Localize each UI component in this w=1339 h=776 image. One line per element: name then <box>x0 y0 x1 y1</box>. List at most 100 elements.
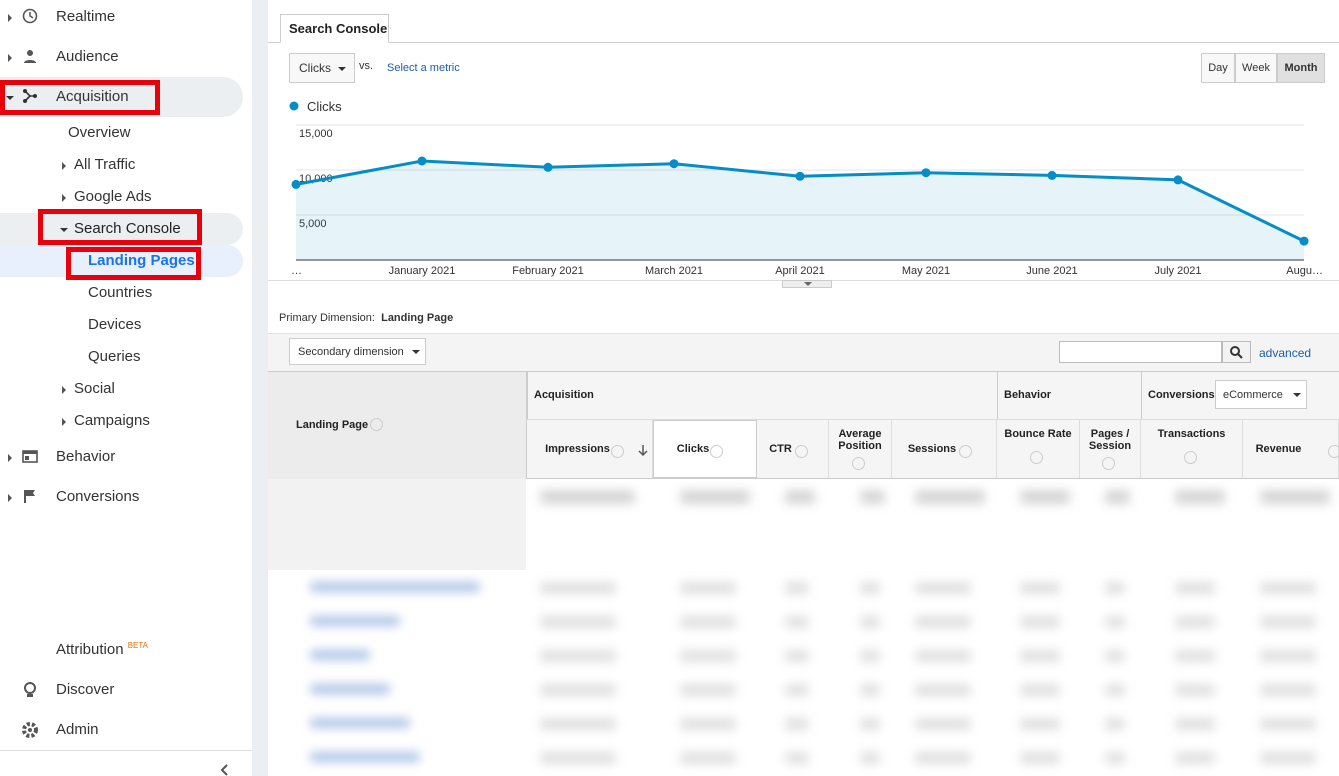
blurred-cell <box>1105 752 1125 764</box>
help-icon[interactable] <box>852 457 865 470</box>
primary-dimension-value: Landing Page <box>381 312 454 324</box>
column-header[interactable]: Impressions <box>527 420 653 478</box>
help-icon[interactable] <box>611 445 624 458</box>
help-icon[interactable] <box>1184 451 1197 464</box>
nav-item[interactable]: Acquisition <box>56 88 129 105</box>
blurred-cell <box>860 718 880 730</box>
icon-graphic <box>24 490 35 503</box>
blurred-cell <box>540 684 616 696</box>
nav-item[interactable]: Behavior <box>56 448 116 465</box>
help-icon[interactable] <box>1328 445 1339 458</box>
metric-dropdown[interactable]: Clicks <box>289 53 355 83</box>
nav-item[interactable]: Search Console <box>74 220 181 237</box>
help-icon[interactable] <box>959 445 972 458</box>
vs-label: vs. <box>359 60 374 72</box>
advanced-link[interactable]: advanced <box>1259 346 1312 360</box>
blurred-cell <box>680 490 750 504</box>
help-icon[interactable] <box>795 445 808 458</box>
blurred-cell <box>1260 616 1316 628</box>
legend-label: Clicks <box>307 99 342 114</box>
expand-arrow <box>62 162 66 170</box>
blurred-cell <box>1105 684 1125 696</box>
blurred-cell <box>1260 650 1316 662</box>
dimension-header-label: Landing Page <box>296 419 369 431</box>
blurred-cell <box>785 582 809 594</box>
blurred-cell <box>680 752 736 764</box>
divider <box>252 0 268 776</box>
sort-arrow <box>638 444 648 457</box>
help-icon[interactable] <box>1102 457 1115 470</box>
secondary-dimension-label: Secondary dimension <box>298 345 404 358</box>
nav-item[interactable]: Overview <box>68 124 131 141</box>
period-button[interactable]: Week <box>1235 53 1277 83</box>
nav-item[interactable]: Discover <box>56 681 115 698</box>
nav-item[interactable]: All Traffic <box>74 156 136 173</box>
secondary-dimension-dropdown[interactable]: Secondary dimension <box>289 338 426 365</box>
blurred-cell <box>860 752 880 764</box>
column-header[interactable]: Transactions <box>1141 420 1243 478</box>
nav-item[interactable]: Social <box>74 380 115 397</box>
blurred-cell <box>1020 684 1060 696</box>
nav-item[interactable]: Admin <box>56 721 99 738</box>
blurred-cell <box>915 718 971 730</box>
blurred-cell <box>680 616 736 628</box>
blurred-cell <box>1260 684 1316 696</box>
chart-resize-handle[interactable] <box>782 280 832 288</box>
column-header[interactable]: Clicks <box>653 420 757 478</box>
blurred-link <box>310 752 420 762</box>
search-input[interactable] <box>1059 341 1222 363</box>
blurred-cell <box>680 582 736 594</box>
select-metric-link[interactable]: Select a metric <box>387 62 460 74</box>
nav-item[interactable]: Google Ads <box>74 188 152 205</box>
column-header[interactable]: Pages / Session <box>1080 420 1141 478</box>
expand-arrow <box>8 14 12 22</box>
blurred-cell <box>1020 718 1060 730</box>
tab[interactable]: Search Console <box>280 14 389 43</box>
tab-line <box>268 42 1339 43</box>
nav-item[interactable]: Audience <box>56 48 119 65</box>
clock-icon <box>22 8 38 24</box>
collapse-icon[interactable] <box>219 764 231 776</box>
column-header[interactable]: Sessions <box>892 420 997 478</box>
collapse-arrow <box>60 228 68 232</box>
sort-arrow-graphic <box>638 445 648 457</box>
blurred-cell <box>785 752 809 764</box>
column-header[interactable]: Revenue <box>1243 420 1339 478</box>
nav-item[interactable]: Landing Pages <box>88 252 195 269</box>
blurred-cell <box>1175 582 1215 594</box>
blurred-link <box>310 684 390 694</box>
blurred-cell <box>915 616 971 628</box>
blurred-cell <box>1175 718 1215 730</box>
blurred-cell <box>1020 582 1060 594</box>
blurred-cell <box>540 582 616 594</box>
x-tick-label: April 2021 <box>775 265 825 277</box>
period-button[interactable]: Month <box>1277 53 1325 83</box>
blurred-cell <box>785 650 809 662</box>
blurred-cell <box>915 752 971 764</box>
nav-item[interactable]: Countries <box>88 284 153 301</box>
legend-marker <box>289 101 299 111</box>
search-icon <box>1230 346 1243 359</box>
blurred-cell <box>540 616 616 628</box>
x-tick-label: July 2021 <box>1154 265 1201 277</box>
blurred-cell <box>1105 616 1125 628</box>
nav-item[interactable]: Realtime <box>56 8 116 25</box>
blurred-cell <box>1105 582 1125 594</box>
search-button[interactable] <box>1222 341 1251 363</box>
nav-item[interactable]: Attribution BETA <box>56 641 148 658</box>
nav-item[interactable]: Queries <box>88 348 141 365</box>
column-header[interactable]: CTR <box>757 420 829 478</box>
nav-item[interactable]: Devices <box>88 316 142 333</box>
column-header[interactable]: Average Position <box>829 420 892 478</box>
nav-item[interactable]: Conversions <box>56 488 140 505</box>
help-icon[interactable] <box>370 418 383 431</box>
column-header[interactable]: Bounce Rate <box>997 420 1080 478</box>
help-icon[interactable] <box>710 445 723 458</box>
help-icon[interactable] <box>1030 451 1043 464</box>
icon-graphic <box>22 450 38 463</box>
period-button[interactable]: Day <box>1201 53 1235 83</box>
nav-item[interactable]: Campaigns <box>74 412 150 429</box>
conversion-dropdown[interactable]: eCommerce <box>1215 380 1307 409</box>
blurred-link <box>310 718 410 728</box>
